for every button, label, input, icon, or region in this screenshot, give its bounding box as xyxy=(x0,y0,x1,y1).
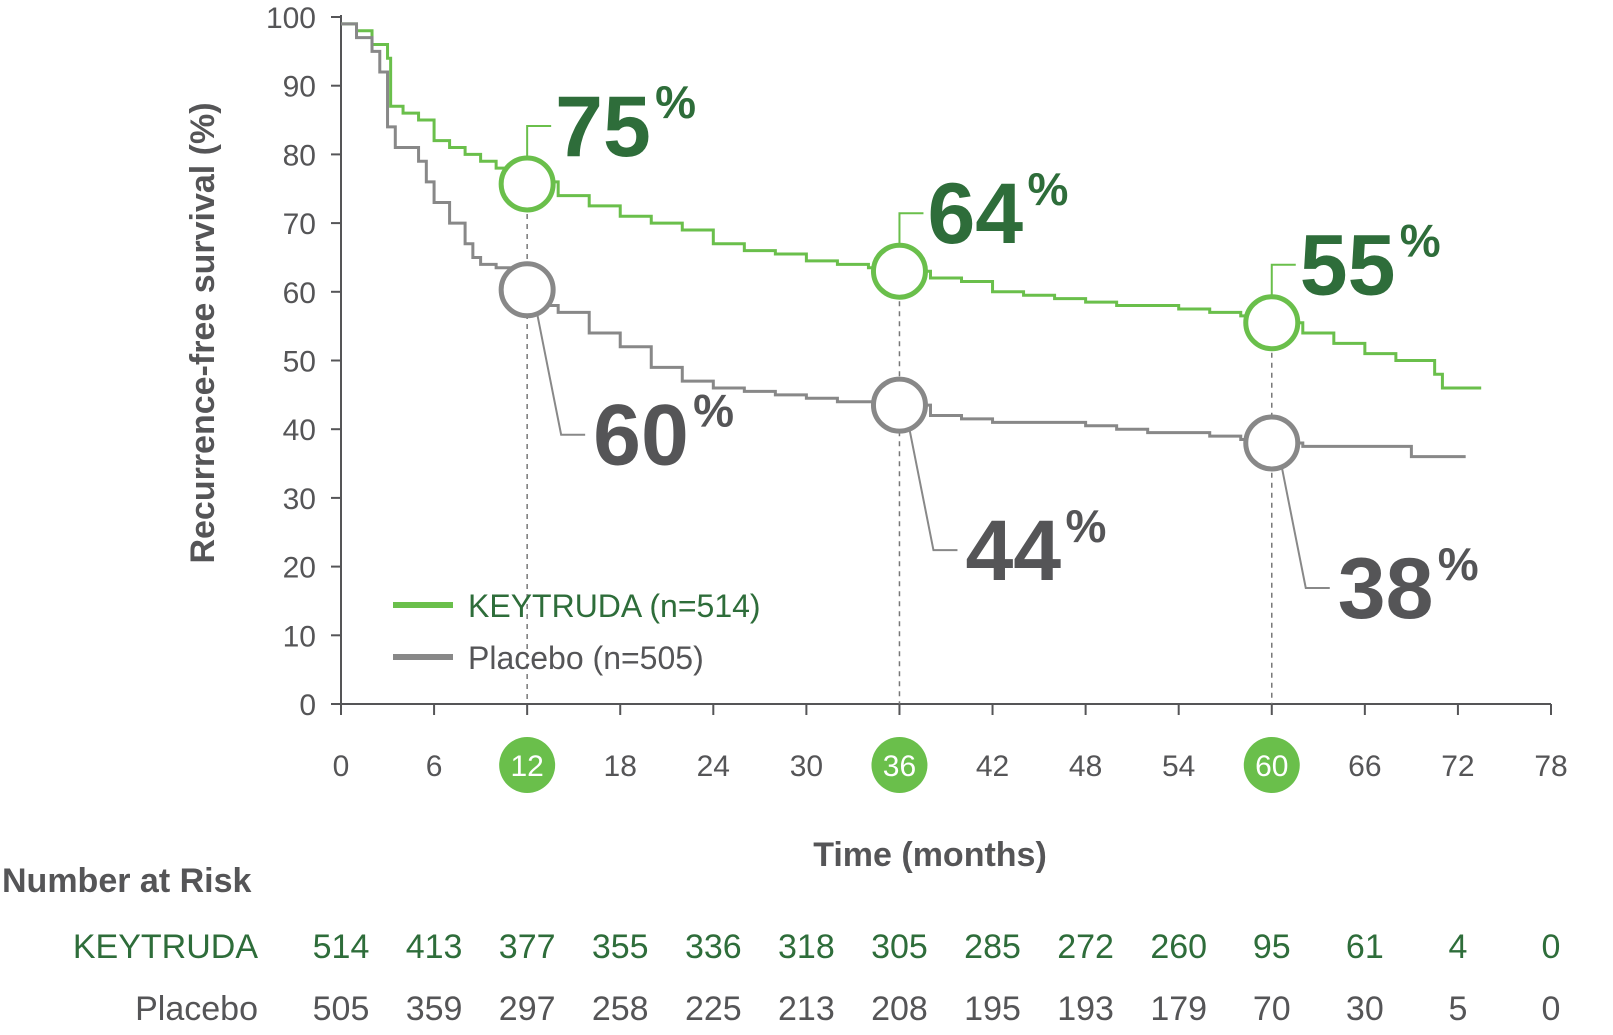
callout-percent-sign: % xyxy=(1065,500,1106,552)
keytruda-callout-marker xyxy=(870,242,928,300)
callout-leader xyxy=(1280,466,1330,589)
y-tick-label: 0 xyxy=(299,689,316,722)
x-tick-badge xyxy=(1243,737,1300,793)
risk-value: 336 xyxy=(685,928,742,966)
x-tick-label-highlighted: 60 xyxy=(1255,750,1288,783)
placebo-callout-marker xyxy=(870,376,928,434)
risk-value: 0 xyxy=(1542,990,1561,1028)
risk-value: 359 xyxy=(406,990,463,1028)
risk-value: 213 xyxy=(778,990,835,1028)
risk-value: 4 xyxy=(1448,928,1467,966)
x-tick-label: 78 xyxy=(1534,750,1567,783)
callout-leader xyxy=(526,124,552,158)
x-tick-label: 54 xyxy=(1162,750,1195,783)
risk-value: 193 xyxy=(1057,990,1114,1028)
risk-value: 285 xyxy=(964,928,1021,966)
risk-value: 305 xyxy=(871,928,928,966)
risk-value: 355 xyxy=(592,928,649,966)
x-tick-label: 66 xyxy=(1348,750,1381,783)
y-tick-label: 50 xyxy=(283,346,316,379)
y-tick-label: 70 xyxy=(283,208,316,241)
placebo-series-line xyxy=(341,22,1466,459)
callout-percent-sign: % xyxy=(1027,163,1068,215)
y-tick-label: 100 xyxy=(266,2,316,35)
x-tick-label: 72 xyxy=(1441,750,1474,783)
legend-label-placebo: Placebo (n=505) xyxy=(468,640,704,676)
x-tick-label-highlighted: 36 xyxy=(883,750,916,783)
callout-value: 60 xyxy=(593,388,689,484)
callout-leader xyxy=(536,313,586,436)
risk-row-label: KEYTRUDA xyxy=(73,928,258,966)
y-tick-label: 10 xyxy=(283,620,316,653)
x-tick-label: 6 xyxy=(426,750,443,783)
risk-value: 297 xyxy=(499,990,556,1028)
risk-value: 0 xyxy=(1542,928,1561,966)
x-tick-label: 18 xyxy=(604,750,637,783)
y-tick-label: 20 xyxy=(283,552,316,585)
risk-value: 258 xyxy=(592,990,649,1028)
placebo-callout-marker xyxy=(1243,414,1301,472)
y-tick-label: 40 xyxy=(283,414,316,447)
keytruda-callout-marker xyxy=(1243,294,1301,352)
risk-value: 195 xyxy=(964,990,1021,1028)
x-tick-label: 42 xyxy=(976,750,1009,783)
callout-leader xyxy=(908,428,958,552)
keytruda-callout-marker xyxy=(498,155,556,213)
y-axis-title: Recurrence-free survival (%) xyxy=(184,102,222,563)
legend-label-keytruda: KEYTRUDA (n=514) xyxy=(468,588,761,624)
risk-value: 5 xyxy=(1448,990,1467,1028)
callout-value: 55 xyxy=(1300,218,1396,314)
y-tick-label: 60 xyxy=(283,277,316,310)
risk-value: 413 xyxy=(406,928,463,966)
risk-table-title: Number at Risk xyxy=(2,862,251,900)
callout-value: 44 xyxy=(965,503,1061,599)
callout-leader xyxy=(898,212,924,246)
callout-leader xyxy=(1270,263,1296,297)
chart-axes: 0 10 20 30 40 50 60 70 80 90 100 0 6 12 18 24 30 36 42 48 54… xyxy=(266,2,1568,793)
risk-value: 505 xyxy=(313,990,370,1028)
risk-value: 272 xyxy=(1057,928,1114,966)
x-tick-label: 24 xyxy=(697,750,730,783)
x-tick-badge xyxy=(871,737,928,793)
risk-row-label: Placebo xyxy=(135,990,258,1028)
y-tick-label: 30 xyxy=(283,483,316,516)
x-tick-label-highlighted: 12 xyxy=(510,750,543,783)
callout-percent-sign: % xyxy=(1438,538,1479,590)
placebo-callout-marker xyxy=(498,261,556,319)
risk-table: Number at Risk KEYTRUDA 514 413 377 355 336 318… xyxy=(2,862,1560,1028)
x-tick-badge xyxy=(499,737,556,793)
guide-lines xyxy=(526,183,1273,704)
legend: KEYTRUDA (n=514) Placebo (n=505) xyxy=(393,588,761,676)
risk-value: 377 xyxy=(499,928,556,966)
callout-value: 64 xyxy=(927,166,1023,262)
risk-value: 95 xyxy=(1253,928,1291,966)
callouts: 75 %64 %55 %60 %44 %38% xyxy=(498,76,1479,637)
x-tick-label: 30 xyxy=(790,750,823,783)
callout-value: 38 xyxy=(1338,541,1434,637)
risk-value: 225 xyxy=(685,990,742,1028)
risk-value: 208 xyxy=(871,990,928,1028)
risk-value: 30 xyxy=(1346,990,1384,1028)
risk-value: 61 xyxy=(1346,928,1384,966)
y-tick-label: 80 xyxy=(283,139,316,172)
callout-percent-sign: % xyxy=(693,385,734,437)
risk-value: 260 xyxy=(1150,928,1207,966)
callout-percent-sign: % xyxy=(655,76,696,128)
risk-value: 70 xyxy=(1253,990,1291,1028)
x-tick-label: 0 xyxy=(333,750,350,783)
x-tick-label: 48 xyxy=(1069,750,1102,783)
risk-value: 318 xyxy=(778,928,835,966)
y-tick-label: 90 xyxy=(283,71,316,104)
x-axis-title: Time (months) xyxy=(813,836,1047,874)
callout-value: 75 xyxy=(555,79,651,175)
risk-value: 179 xyxy=(1150,990,1207,1028)
callout-percent-sign: % xyxy=(1400,215,1441,267)
risk-value: 514 xyxy=(313,928,370,966)
